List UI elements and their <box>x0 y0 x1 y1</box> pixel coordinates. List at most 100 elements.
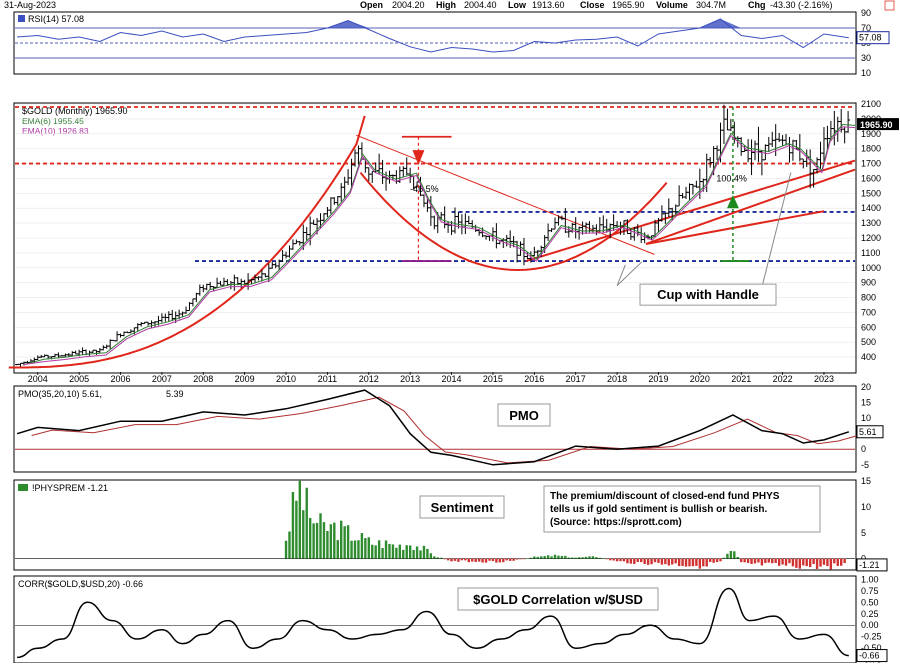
x-tick-label-2014: 2014 <box>442 374 462 384</box>
sentiment-bar <box>384 540 388 559</box>
sentiment-bar <box>729 550 733 559</box>
y-tick-label-1-16: 500 <box>861 337 876 347</box>
corr-last-value-label: -0.66 <box>859 651 880 661</box>
sentiment-note-line-2: tells us if gold sentiment is bullish or… <box>550 504 767 515</box>
sentiment-bar <box>736 557 739 559</box>
sentiment-bar <box>826 558 829 567</box>
sentiment-bar <box>471 558 474 562</box>
sentiment-bar <box>667 558 670 566</box>
sentiment-bar <box>474 558 477 562</box>
sentiment-bar <box>426 548 429 559</box>
sentiment-bar <box>443 558 446 560</box>
sentiment-bar <box>571 557 574 559</box>
x-tick-label-2017: 2017 <box>566 374 586 384</box>
sentiment-bar <box>753 558 757 564</box>
y-tick-label-4-4: 0.00 <box>861 620 879 630</box>
sentiment-bar <box>529 557 533 559</box>
sentiment-bar <box>608 558 612 561</box>
sentiment-bar <box>346 525 350 559</box>
sentiment-bar <box>540 556 543 559</box>
sentiment-bar <box>757 558 760 563</box>
sentiment-bar <box>574 557 577 559</box>
sentiment-bar <box>719 558 722 562</box>
x-tick-label-2006: 2006 <box>111 374 131 384</box>
ema6-line <box>23 123 856 366</box>
sentiment-bar <box>422 545 426 559</box>
sentiment-bar <box>633 558 636 564</box>
sentiment-title: Sentiment <box>431 500 495 515</box>
ema6-legend: EMA(6) 1955.45 <box>22 116 84 126</box>
x-tick-label-2013: 2013 <box>400 374 420 384</box>
rsi-last-value-label: 57.08 <box>859 33 882 43</box>
y-tick-label-1-2: 1900 <box>861 129 881 139</box>
sentiment-bar <box>788 558 791 564</box>
sentiment-bar <box>660 558 664 565</box>
sentiment-bar <box>467 558 470 563</box>
y-tick-label-0-4: 10 <box>861 68 871 78</box>
y-tick-label-4-5: -0.25 <box>861 632 882 642</box>
sentiment-bar <box>746 558 750 563</box>
sentiment-bar <box>795 558 798 568</box>
sentiment-bar <box>636 558 639 562</box>
sentiment-bar <box>357 540 360 559</box>
sentiment-bar <box>295 500 298 559</box>
pmo-last-value-tag <box>856 425 884 439</box>
rsi-overbought-fill <box>17 19 849 28</box>
header-close-icon[interactable] <box>884 0 895 11</box>
sentiment-bar <box>536 556 539 559</box>
sentiment-bar <box>715 558 719 563</box>
sentiment-bar <box>412 549 415 559</box>
corr-line <box>17 587 849 659</box>
sentiment-bar <box>512 558 515 561</box>
sentiment-bar <box>308 517 312 559</box>
sentiment-bar <box>567 557 570 559</box>
header: 31-Aug-2023 Open 2004.20 High 2004.40 Lo… <box>4 0 895 11</box>
parabolic-trend-curve <box>8 115 366 369</box>
sentiment-bar <box>515 558 519 560</box>
sentiment-bar <box>615 558 619 562</box>
sentiment-bar <box>712 558 715 563</box>
sentiment-bar <box>629 558 633 564</box>
header-low-label: Low <box>508 0 527 10</box>
header-high-value: 2004.40 <box>464 0 497 10</box>
sentiment-bar <box>333 522 336 559</box>
sentiment-bar <box>457 558 460 562</box>
sentiment-bar <box>543 556 546 559</box>
sentiment-bar <box>288 531 291 559</box>
sentiment-bar <box>550 556 553 559</box>
corr-title-box <box>457 587 659 611</box>
y-tick-label-1-10: 1100 <box>861 248 880 258</box>
sentiment-bar <box>557 555 560 559</box>
sentiment-bar <box>764 558 767 564</box>
y-tick-label-1-5: 1600 <box>861 173 881 183</box>
sentiment-bar <box>674 558 677 564</box>
sentiment-bar <box>377 540 381 559</box>
price-panel-frame <box>13 102 857 374</box>
header-close-label: Close <box>580 0 605 10</box>
sentiment-bar <box>336 540 339 559</box>
y-tick-label-2-2: 10 <box>861 413 871 423</box>
sentiment-bar <box>564 555 567 559</box>
sentiment-bar <box>626 558 629 564</box>
y-tick-label-4-2: 0.50 <box>861 597 879 607</box>
y-tick-label-4-1: 0.75 <box>861 586 879 596</box>
sentiment-bar <box>584 556 588 559</box>
sentiment-bar <box>840 558 843 566</box>
x-tick-label-2009: 2009 <box>235 374 255 384</box>
ema10-line <box>23 126 856 366</box>
sentiment-bar <box>771 558 774 564</box>
x-tick-label-2007: 2007 <box>152 374 172 384</box>
sentiment-bar <box>408 545 412 559</box>
legends: RSI(14) 57.08 $GOLD (Monthly) 1965.90 EM… <box>18 14 184 589</box>
sentiment-bar <box>371 544 374 559</box>
sentiment-bar <box>798 558 802 569</box>
sentiment-legend: !PHYSPREM -1.21 <box>32 483 108 493</box>
y-tick-label-0-0: 90 <box>861 8 871 18</box>
sentiment-bar <box>684 558 688 567</box>
sentiment-bar <box>415 546 419 559</box>
sentiment-panel-frame <box>13 479 857 571</box>
sentiment-bar <box>560 555 564 559</box>
sentiment-bar <box>733 551 736 559</box>
sentiment-bar <box>650 558 653 565</box>
overlay-layer: -46.5% 100.4% Cup with Handle <box>8 106 856 369</box>
